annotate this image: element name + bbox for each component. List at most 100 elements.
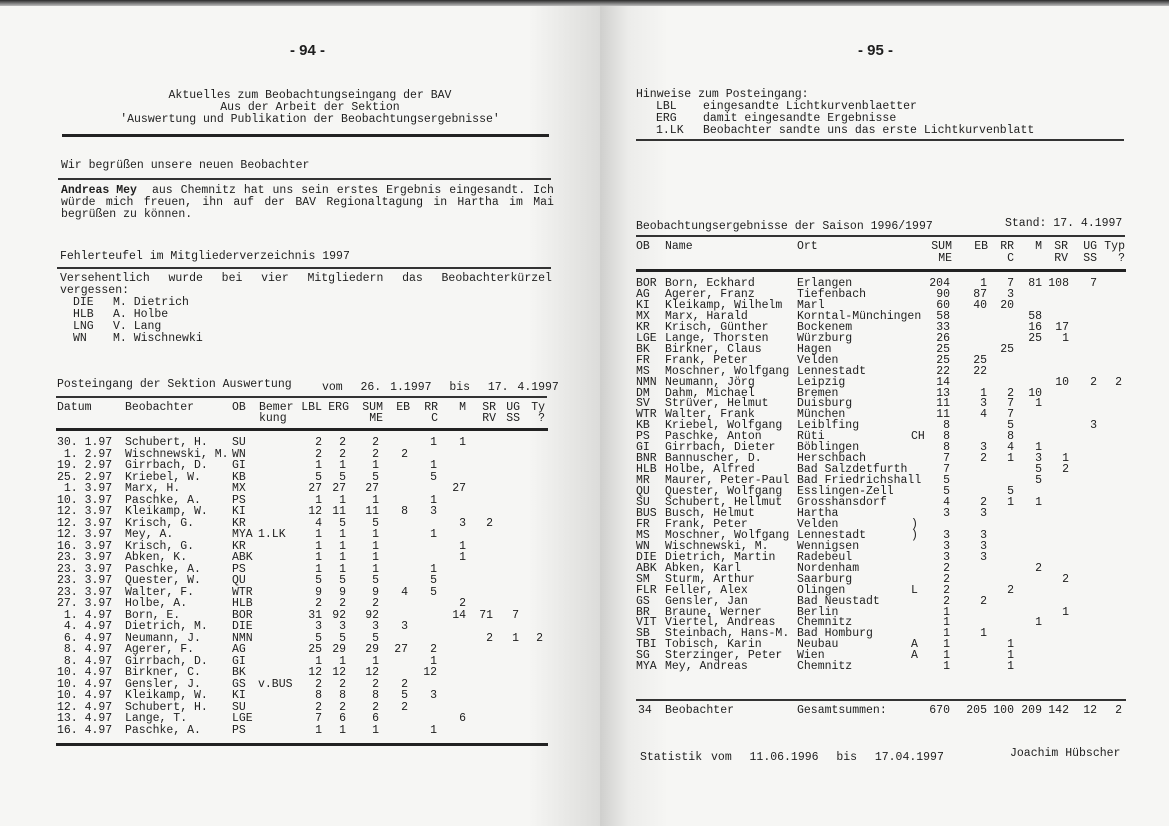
cell-lbl: 25 (308, 643, 322, 656)
cell-date: 23. 3.97 (57, 551, 113, 564)
cell-m: 14 (452, 608, 466, 622)
errata-line-1: Versehentlich wurde bei vier Mitgliedern das B… (60, 273, 552, 285)
inbox-date-range: vom 26. 1.1997 bis 17. 4.1997 (322, 381, 559, 394)
cell-sum-me: 11 (365, 505, 379, 518)
cell-m: 3 (1035, 452, 1042, 466)
column-header-sum-me-line2: ME (369, 412, 383, 425)
cell-eb: 3 (980, 397, 987, 411)
cell-location: Würzburg (797, 331, 853, 345)
cell-location: Berlin (797, 605, 839, 619)
cell-ob-code: PS (232, 493, 246, 507)
table-bottom-rule (56, 743, 548, 746)
cell-eb: 4 (401, 585, 408, 599)
divider (58, 178, 551, 180)
cell-rr-c: 1 (1007, 452, 1014, 466)
cell-sr-rv: 17 (1055, 320, 1069, 334)
cell-sr-rv: 2 (1062, 572, 1069, 586)
cell-name: Marx, Harald (665, 309, 748, 323)
cell-ug-ss: 1 (512, 631, 519, 645)
cell-sum-me: 25 (936, 353, 950, 367)
cell-ob-code: ABK (232, 551, 253, 564)
cell-m: 10 (1028, 386, 1042, 400)
cell-name: Born, Eckhard (665, 277, 755, 290)
cell-name: Kleikamp, Wilhelm (665, 298, 783, 312)
cell-sum-me: 1 (372, 551, 379, 564)
column-header-sr-rv: SR (482, 401, 496, 414)
cell-ob-code: WTR (232, 585, 253, 599)
cell-ug-ss: 3 (1090, 419, 1097, 433)
divider (57, 267, 551, 269)
cell-location: Velden (797, 517, 839, 531)
cell-ob-code: ABK (636, 561, 657, 575)
cell-erg: 2 (339, 447, 346, 461)
cell-country-mark: CH (911, 430, 925, 444)
cell-m: 1 (1035, 496, 1042, 509)
column-header-remark-line2: kung (259, 412, 287, 425)
cell-date: 10. 4.97 (57, 666, 113, 679)
cell-location: Lennestadt (797, 528, 867, 542)
cell-observer: Girrbach, D. (125, 459, 208, 472)
column-header-name: Name (665, 240, 693, 253)
cell-observer: Paschke, A. (125, 723, 201, 737)
cell-observer: Gensler, J. (125, 677, 201, 691)
cell-location: Hagen (797, 342, 832, 356)
cell-lbl: 12 (308, 505, 322, 518)
cell-ob-code: BK (636, 342, 650, 356)
word: erstes (336, 184, 379, 197)
cell-date: 12. 3.97 (57, 528, 113, 541)
word: bei (221, 272, 243, 285)
cell-name: Kriebel, Wolfgang (665, 419, 783, 433)
cell-name: Wischnewski, M. (665, 539, 769, 553)
cell-location: Chemnitz (797, 616, 853, 630)
column-header-m: M (1035, 240, 1042, 253)
cell-ob-code: GS (636, 594, 650, 608)
cell-sr-rv: 1 (1062, 331, 1069, 345)
cell-erg: 1 (339, 723, 346, 737)
cell-location: Lennestadt (797, 364, 867, 378)
cell-name: Lange, Thorsten (665, 331, 769, 345)
word: in (433, 196, 448, 209)
cell-m: 1 (459, 436, 466, 449)
column-header-remark: Bemer (259, 401, 294, 414)
cell-m: 1 (1035, 397, 1042, 411)
cell-ob-code: BR (636, 605, 650, 619)
note-text: Beobachter sandte uns das erste Lichtkur… (703, 124, 1035, 137)
cell-rr-c: 25 (1000, 342, 1014, 356)
cell-observer: Holbe, A. (125, 597, 188, 610)
cell-name: Abken, Karl (665, 561, 741, 575)
cell-name: Holbe, Alfred (665, 463, 755, 477)
cell-sum-me: 1 (372, 493, 379, 507)
cell-lbl: 31 (308, 608, 322, 622)
cell-sum-me: 1 (943, 605, 950, 619)
column-header-rr-c-line2: C (431, 412, 438, 425)
cell-location: Bad Salzdetfurth (797, 463, 908, 477)
cell-ob-code: KB (232, 470, 246, 484)
cell-name: Girrbach, Dieter (665, 441, 776, 455)
cell-erg: 2 (339, 700, 346, 714)
divider (56, 396, 547, 398)
cell-ob-code: SB (636, 627, 650, 641)
cell-ug-ss: 7 (512, 608, 519, 622)
cell-ob-code: KR (232, 539, 246, 553)
page-number-right: - 95 - (858, 42, 894, 59)
cell-date: 12. 4.97 (57, 700, 113, 714)
cell-country-mark: ) (911, 528, 918, 542)
word: das (402, 272, 423, 285)
column-header-erg: ERG (328, 401, 349, 414)
cell-location: Olingen (797, 583, 846, 597)
cell-eb: 2 (401, 677, 408, 691)
column-header-sr-rv-line2: RV (482, 412, 496, 425)
divider (62, 134, 549, 137)
cell-rr-c: 2 (1007, 583, 1014, 597)
cell-date: 23. 3.97 (57, 562, 113, 576)
column-header-ug-ss-line2: SS (1083, 252, 1097, 265)
cell-ob-code: FLR (636, 583, 657, 597)
cell-date: 1. 4.97 (57, 608, 113, 622)
cell-observer: Neumann, J. (125, 631, 201, 645)
cell-erg: 2 (339, 436, 346, 449)
cell-date: 16. 3.97 (57, 539, 113, 553)
word: vier (261, 272, 289, 285)
cell-rr-c: 12 (423, 666, 437, 679)
cell-sum-me: 2 (943, 594, 950, 608)
cell-location: München (797, 408, 846, 422)
